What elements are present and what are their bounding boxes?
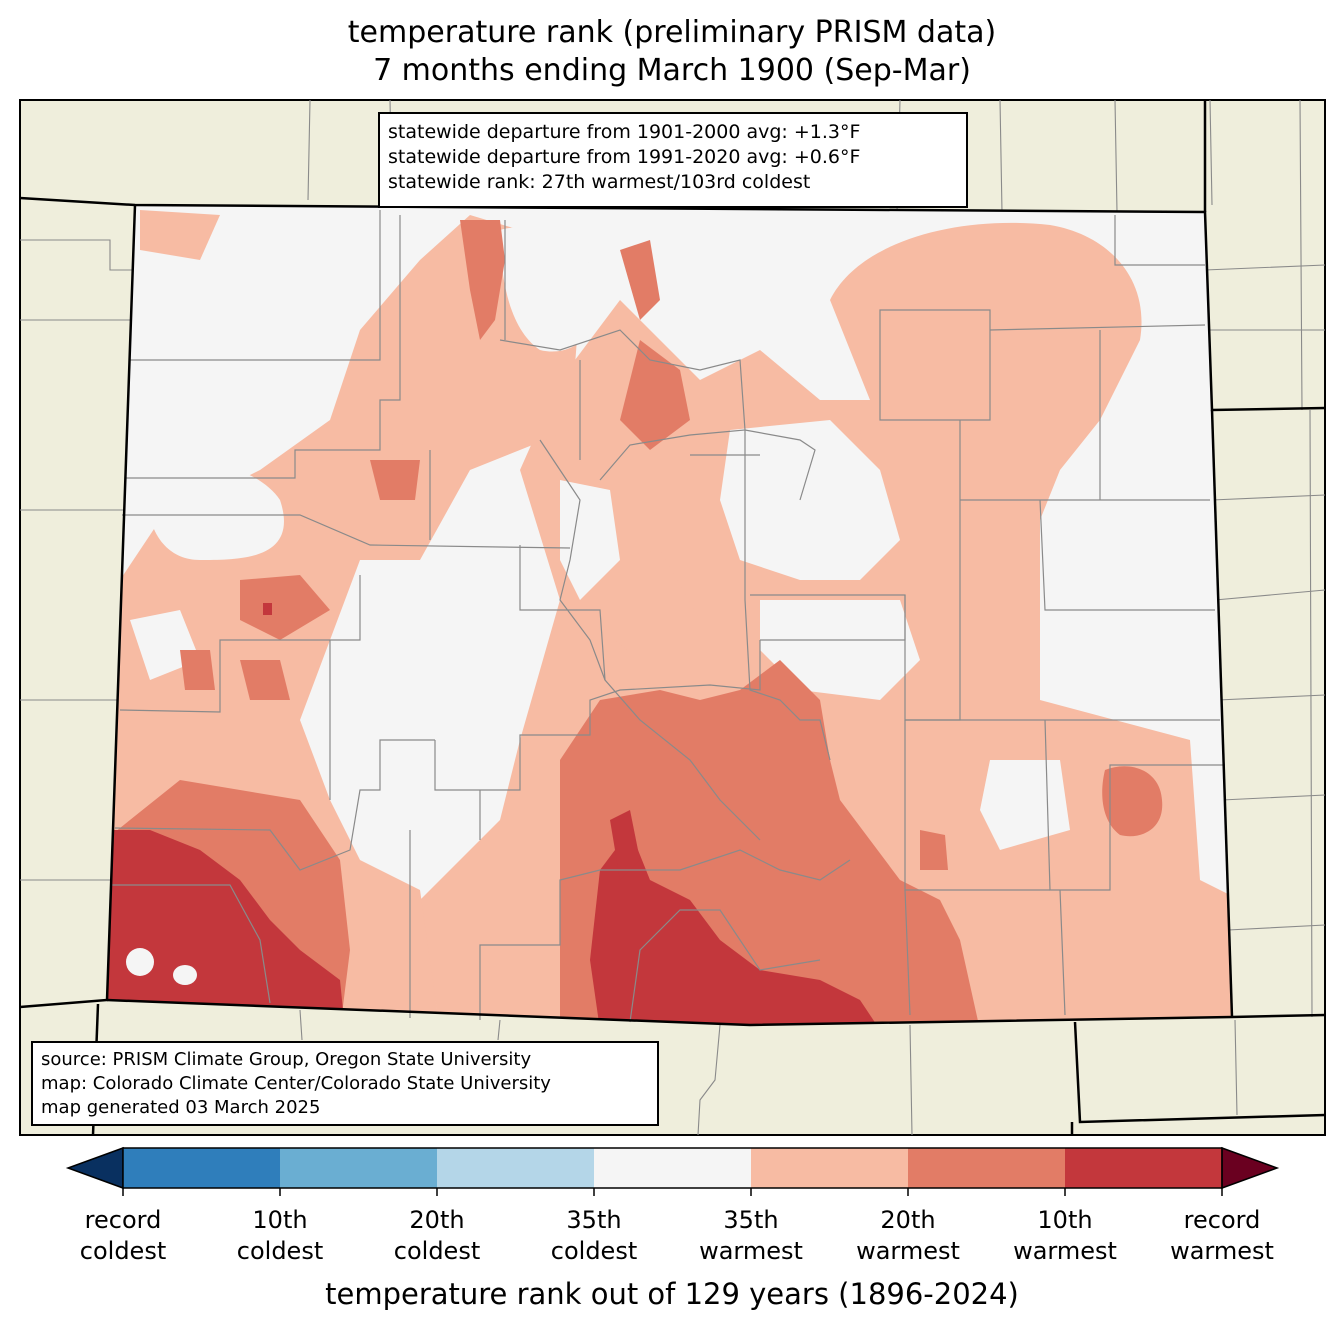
colorbar-10th-warmest <box>1065 1148 1222 1188</box>
stats-statewide-rank: statewide rank: 27th warmest/103rd colde… <box>388 171 811 193</box>
source-line: source: PRISM Climate Group, Oregon Stat… <box>41 1049 532 1070</box>
tick-label-20th-warmest: 20th warmest <box>856 1206 960 1265</box>
colorbar <box>65 1146 1280 1196</box>
colorbar-axis-label: temperature rank out of 129 years (1896-… <box>325 1277 1019 1311</box>
stats-departure-1901-2000: statewide departure from 1901-2000 avg: … <box>388 121 861 143</box>
colorbar-20th-coldest <box>280 1148 437 1188</box>
colorbar-35th-warmest <box>751 1148 908 1188</box>
tick-label-10th-warmest: 10th warmest <box>1013 1206 1117 1265</box>
statewide-stats-box: statewide departure from 1901-2000 avg: … <box>378 112 968 208</box>
tick-label-record-coldest: record coldest <box>79 1206 167 1265</box>
colorbar-record-cold-arrow <box>65 1146 124 1190</box>
tick-label-20th-coldest: 20th coldest <box>393 1206 481 1265</box>
colorbar-ticks <box>122 1188 1223 1196</box>
source-box: source: PRISM Climate Group, Oregon Stat… <box>31 1041 659 1126</box>
map-credit-line: map: Colorado Climate Center/Colorado St… <box>41 1073 551 1094</box>
county-lines <box>110 210 1225 1023</box>
map-title-line-1: temperature rank (preliminary PRISM data… <box>347 15 997 50</box>
tick-label-35th-coldest: 35th coldest <box>550 1206 638 1265</box>
map-title-line-2: 7 months ending March 1900 (Sep-Mar) <box>373 53 971 88</box>
colorbar-20th-warmest <box>908 1148 1065 1188</box>
generated-date-line: map generated 03 March 2025 <box>41 1097 321 1118</box>
tick-label-10th-coldest: 10th coldest <box>236 1206 324 1265</box>
tick-label-35th-warmest: 35th warmest <box>699 1206 803 1265</box>
colorbar-record-warm-arrow <box>1221 1146 1280 1190</box>
state-borders <box>19 100 1326 1136</box>
colorbar-35th-coldest <box>437 1148 594 1188</box>
colorbar-10th-coldest <box>123 1148 280 1188</box>
colorbar-near-normal <box>594 1148 751 1188</box>
tick-label-record-warmest: record warmest <box>1170 1206 1274 1265</box>
rank-shading <box>107 205 1232 1025</box>
stats-departure-1991-2020: statewide departure from 1991-2020 avg: … <box>388 146 861 168</box>
